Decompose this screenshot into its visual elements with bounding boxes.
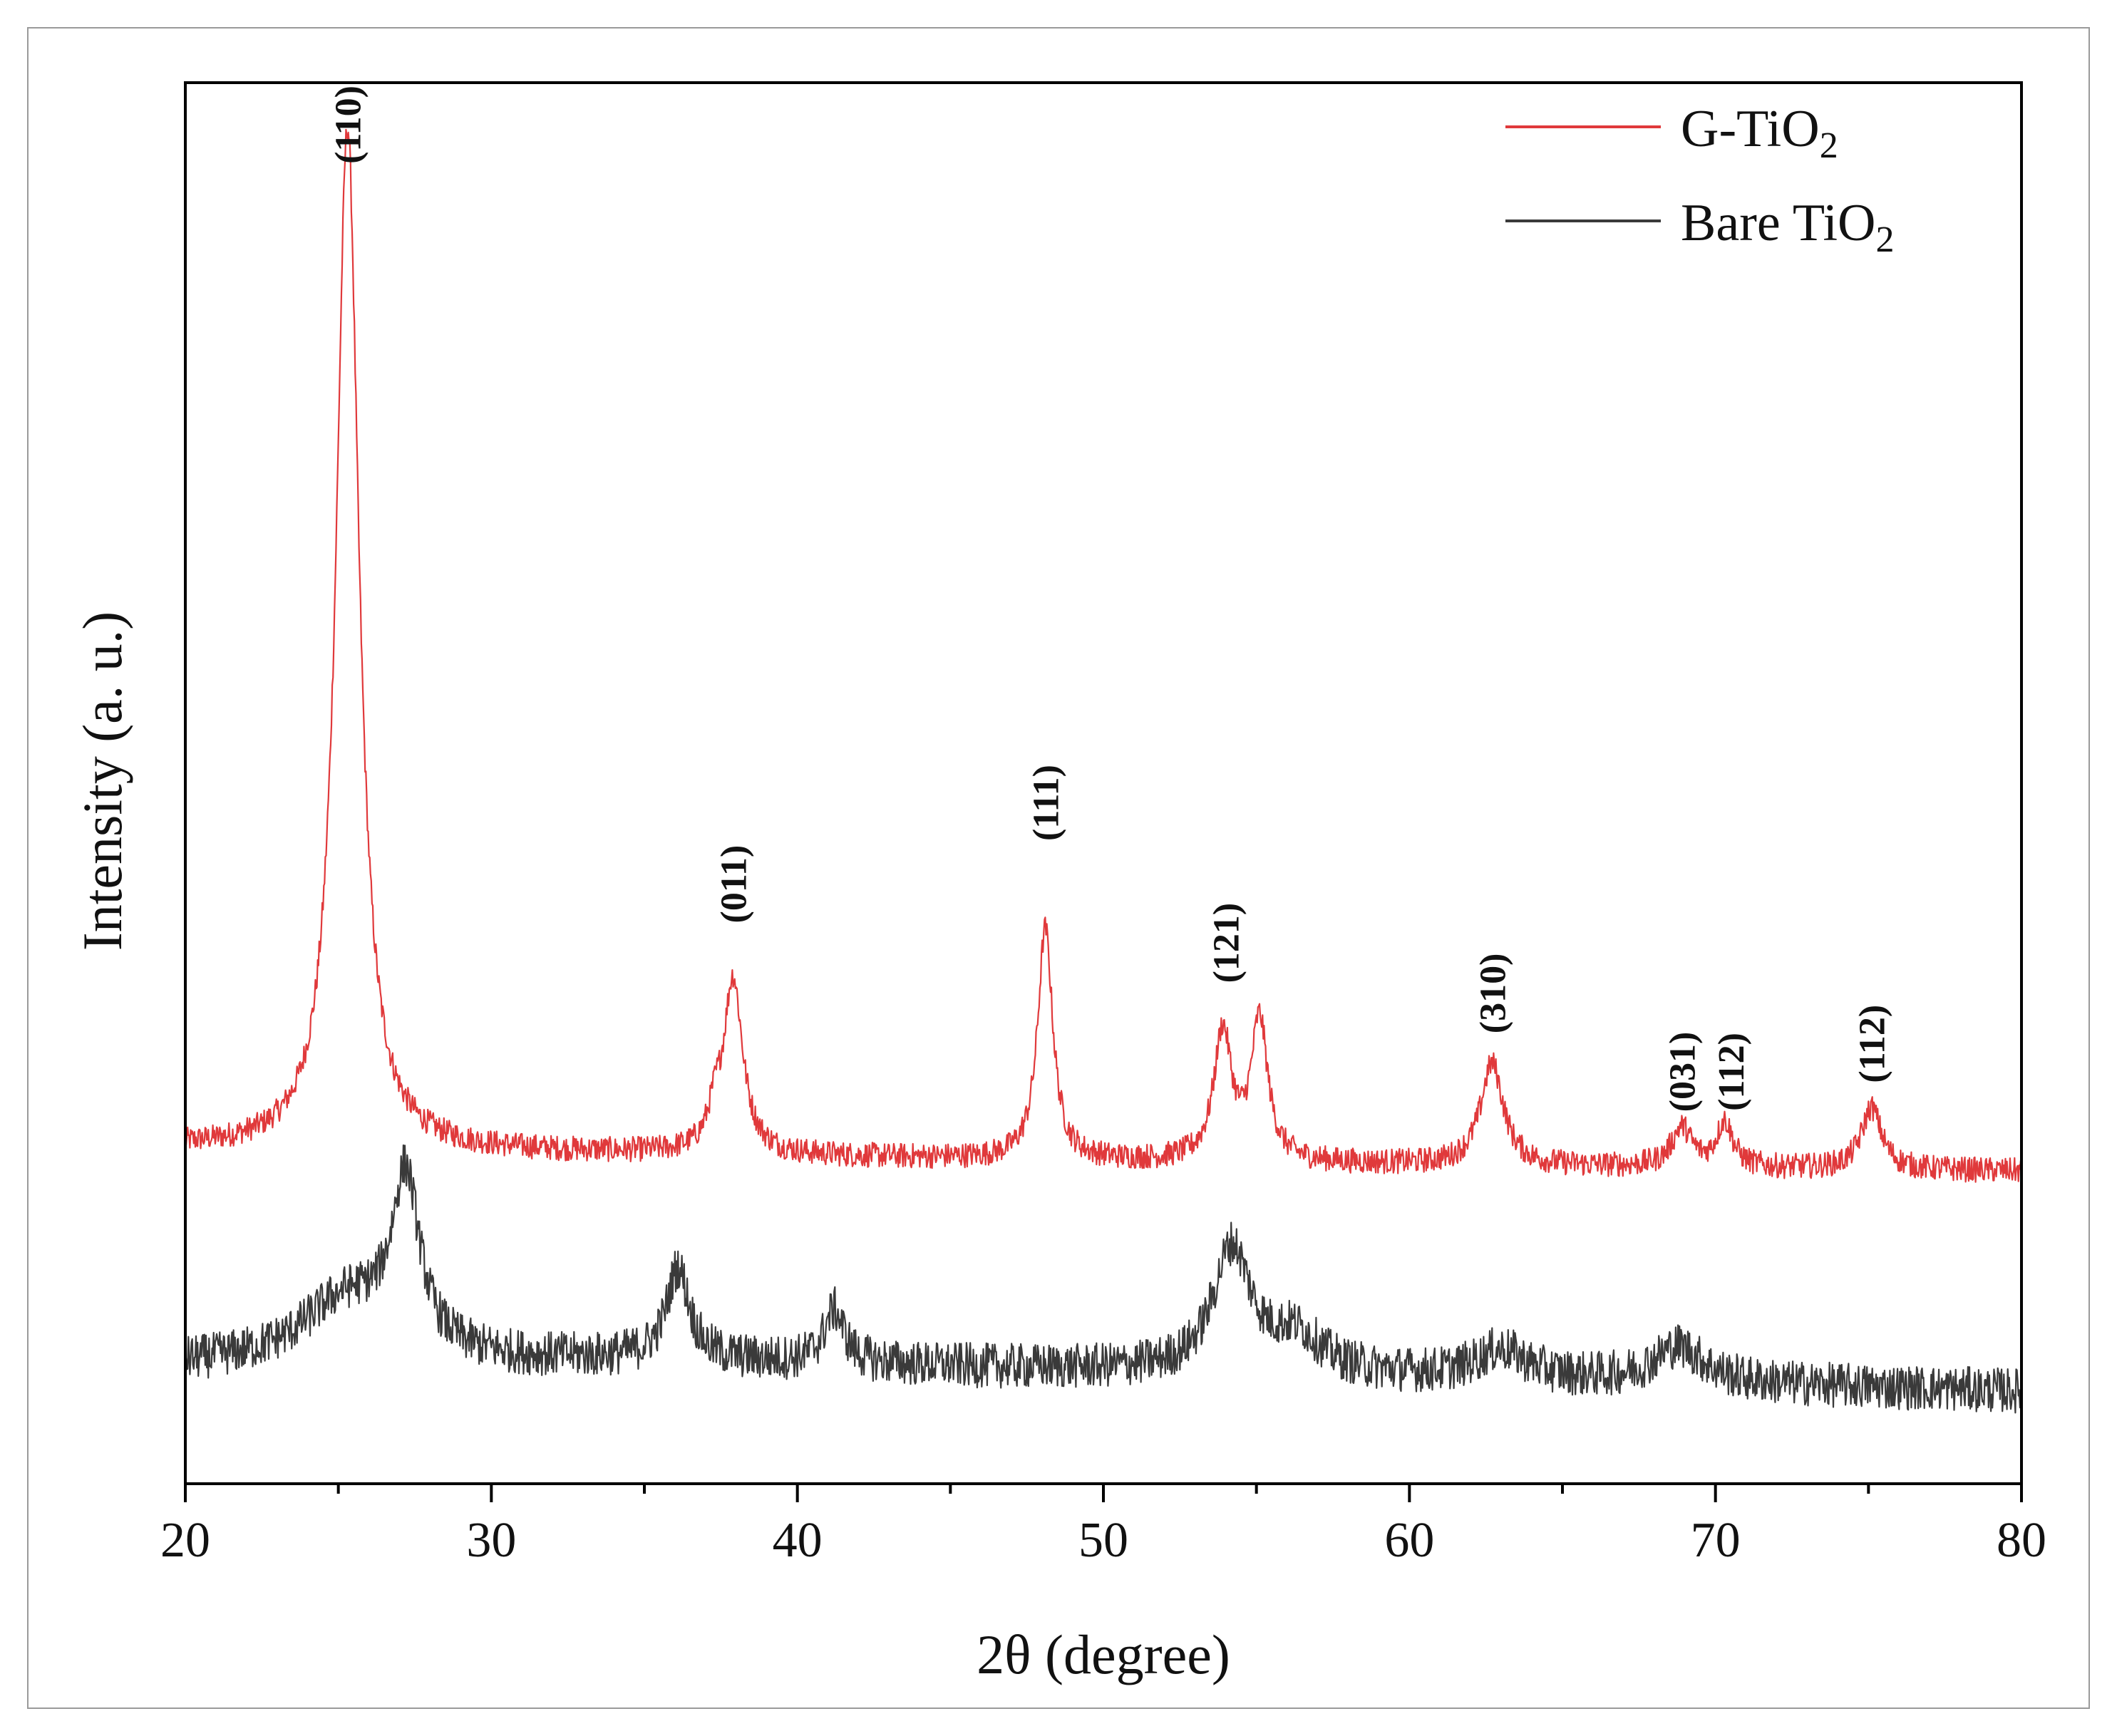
plot-area-frame xyxy=(184,81,2023,1485)
series-line-g-tio2 xyxy=(184,128,2022,1183)
peak-annotation: (112) xyxy=(1711,1033,1752,1111)
legend-label-g-tio2: G-TiO2 xyxy=(1681,100,1838,166)
x-tick-label: 50 xyxy=(1078,1513,1128,1568)
x-tick-label: 30 xyxy=(466,1513,516,1568)
x-axis-label: 2θ (degree) xyxy=(977,1623,1230,1685)
legend-label-bare-tio2: Bare TiO2 xyxy=(1681,194,1894,260)
peak-annotation: (110) xyxy=(329,86,369,164)
peak-annotation: (111) xyxy=(1026,765,1066,841)
x-tick-label: 70 xyxy=(1691,1513,1741,1568)
x-tick-label: 60 xyxy=(1384,1513,1434,1568)
legend: G-TiO2 Bare TiO2 xyxy=(1505,100,1894,260)
x-tick-label: 20 xyxy=(160,1513,210,1568)
x-tick-label: 40 xyxy=(773,1513,823,1568)
peak-annotation: (031) xyxy=(1662,1032,1703,1112)
peak-annotation: (310) xyxy=(1473,954,1513,1034)
series-line-bare-tio2 xyxy=(184,1144,2023,1414)
peak-annotation: (011) xyxy=(714,845,755,924)
y-axis-label: Intensity (a. u.) xyxy=(71,611,133,951)
x-tick-label: 80 xyxy=(1997,1513,2046,1568)
peak-annotation: (121) xyxy=(1207,903,1247,983)
peak-annotation: (112) xyxy=(1853,1005,1893,1083)
